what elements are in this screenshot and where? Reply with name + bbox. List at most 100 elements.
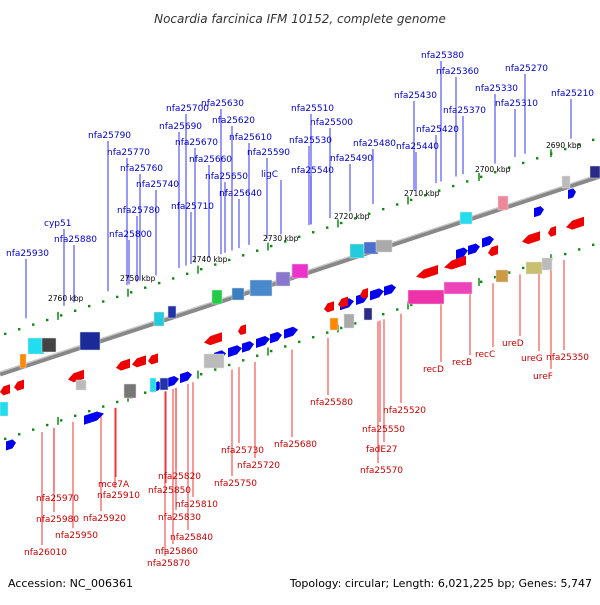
gene-label[interactable]: nfa25880 xyxy=(54,235,97,245)
gene-label[interactable]: nfa25810 xyxy=(175,500,218,510)
lower-track-dot xyxy=(410,303,413,307)
gene-label[interactable]: nfa25570 xyxy=(360,466,403,476)
gene-label[interactable]: nfa25830 xyxy=(158,513,201,523)
gene-label[interactable]: nfa25720 xyxy=(237,461,280,471)
gene-label[interactable]: nfa25870 xyxy=(147,559,190,569)
gene-label[interactable]: nfa25210 xyxy=(551,89,594,99)
feature-block xyxy=(159,377,169,391)
forward-gene-arrow xyxy=(242,341,254,353)
gene-label[interactable]: nfa25820 xyxy=(158,472,201,482)
gene-label[interactable]: nfa25630 xyxy=(201,99,244,109)
gene-label[interactable]: nfa25440 xyxy=(396,142,439,152)
feature-block xyxy=(459,211,473,225)
gene-label[interactable]: nfa25640 xyxy=(219,189,262,199)
gene-label[interactable]: nfa25380 xyxy=(421,51,464,61)
gene-label[interactable]: recB xyxy=(452,358,472,368)
gene-label[interactable]: nfa25480 xyxy=(353,139,396,149)
gene-label[interactable]: nfa25420 xyxy=(416,125,459,135)
kbp-label: 2740 kbp xyxy=(192,255,228,264)
reverse-gene-arrow xyxy=(360,288,368,299)
gene-label[interactable]: nfa25500 xyxy=(310,118,353,128)
gene-label[interactable]: nfa25520 xyxy=(383,406,426,416)
gene-label[interactable]: nfa25950 xyxy=(55,531,98,541)
upper-track-dot xyxy=(480,175,483,178)
feature-block xyxy=(407,289,445,305)
gene-label[interactable]: nfa25800 xyxy=(109,230,152,240)
gene-label[interactable]: nfa25660 xyxy=(189,155,232,165)
lower-track-dot xyxy=(480,280,483,283)
feature-block xyxy=(211,289,223,305)
gene-label[interactable]: nfa25770 xyxy=(107,148,150,158)
gene-label[interactable]: ureF xyxy=(533,372,553,382)
feature-block xyxy=(153,311,165,327)
forward-gene-labels: nfa25930 cyp51 nfa25880 nfa25790 nfa2577… xyxy=(6,51,594,259)
gene-label[interactable]: nfa25700 xyxy=(166,104,209,114)
gene-label[interactable]: nfa25510 xyxy=(291,104,334,114)
forward-gene-arrow xyxy=(370,288,384,301)
gene-label[interactable]: nfa25430 xyxy=(394,91,437,101)
gene-label[interactable]: nfa25860 xyxy=(155,547,198,557)
gene-label[interactable]: nfa25650 xyxy=(205,172,248,182)
gene-label[interactable]: nfa25730 xyxy=(221,446,264,456)
gene-label[interactable]: nfa25610 xyxy=(229,133,272,143)
lower-track-dot xyxy=(298,340,301,344)
gene-label[interactable]: nfa25760 xyxy=(120,164,163,174)
upper-track-dot xyxy=(214,263,217,266)
gene-label[interactable]: nfa25980 xyxy=(36,515,79,525)
gene-label[interactable]: ureG xyxy=(521,354,543,364)
gene-label[interactable]: nfa25540 xyxy=(291,166,334,176)
gene-label[interactable]: nfa25740 xyxy=(136,180,179,190)
gene-label[interactable]: nfa25580 xyxy=(310,398,353,408)
gene-label[interactable]: nfa25330 xyxy=(475,84,518,94)
gene-label[interactable]: nfa25850 xyxy=(148,486,191,496)
gene-label[interactable]: nfa25840 xyxy=(170,533,213,543)
gene-label[interactable]: nfa25530 xyxy=(289,136,332,146)
upper-track-dot xyxy=(592,138,595,142)
gene-label[interactable]: nfa25750 xyxy=(214,479,257,489)
gene-label[interactable]: nfa25910 xyxy=(97,491,140,501)
reverse-gene-arrow xyxy=(14,379,24,391)
gene-label[interactable]: ligC xyxy=(261,170,278,180)
forward-gene-arrow xyxy=(568,188,576,200)
gene-label[interactable]: nfa25690 xyxy=(159,122,202,132)
forward-gene-arrow xyxy=(165,376,179,389)
label-leader-lines xyxy=(25,61,572,556)
gene-label[interactable]: nfa25550 xyxy=(362,425,405,435)
gene-label[interactable]: nfa25490 xyxy=(330,154,373,164)
kbp-label: 2720 kbp xyxy=(334,212,370,221)
gene-label[interactable]: nfa25790 xyxy=(88,131,131,141)
gene-label[interactable]: nfa25590 xyxy=(247,148,290,158)
gene-label[interactable]: nfa25930 xyxy=(6,249,49,259)
gene-label[interactable]: nfa25920 xyxy=(83,514,126,524)
lower-track-dot xyxy=(214,368,217,371)
gene-label[interactable]: nfa25970 xyxy=(36,494,79,504)
reverse-gene-arrow xyxy=(0,384,10,396)
gene-label[interactable]: recD xyxy=(423,365,444,375)
lower-track-dot xyxy=(4,437,7,441)
gene-label[interactable]: nfa25680 xyxy=(274,440,317,450)
upper-track-dot xyxy=(508,166,511,169)
gene-label[interactable]: mce7A xyxy=(98,480,130,490)
gene-label[interactable]: nfa25270 xyxy=(505,64,548,74)
gene-label[interactable]: nfa25620 xyxy=(212,116,255,126)
gene-label[interactable]: recC xyxy=(475,350,495,360)
gene-label[interactable]: cyp51 xyxy=(44,219,71,229)
gene-label[interactable]: nfa25780 xyxy=(117,206,160,216)
upper-track-dot xyxy=(60,314,63,317)
gene-label[interactable]: fadE27 xyxy=(366,445,398,455)
gene-label[interactable]: ureD xyxy=(502,339,524,349)
reverse-gene-labels: nfa25970 nfa25980 nfa25950 nfa26010 mce7… xyxy=(24,339,589,569)
gene-label[interactable]: nfa25710 xyxy=(171,202,214,212)
reverse-gene-arrow xyxy=(204,332,222,346)
gene-label[interactable]: nfa25350 xyxy=(546,353,589,363)
gene-label[interactable]: nfa25310 xyxy=(495,99,538,109)
forward-gene-arrow xyxy=(284,326,298,339)
gene-label[interactable]: nfa25670 xyxy=(175,138,218,148)
gene-label[interactable]: nfa25360 xyxy=(436,67,479,77)
forward-gene-arrow xyxy=(6,439,16,451)
gene-label[interactable]: nfa26010 xyxy=(24,548,67,558)
upper-track-dot xyxy=(256,249,259,252)
upper-track-dot xyxy=(312,231,315,234)
lower-track-dot xyxy=(340,326,343,330)
gene-label[interactable]: nfa25370 xyxy=(443,106,486,116)
